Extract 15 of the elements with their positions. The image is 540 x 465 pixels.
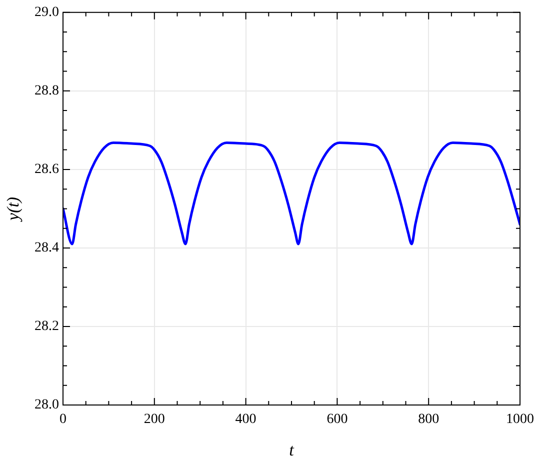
x-tick-label: 400 <box>235 412 256 428</box>
y-axis-title: y(t) <box>4 196 23 222</box>
x-tick-label: 800 <box>418 412 440 428</box>
y-tick-label: 29.0 <box>34 5 59 20</box>
y-tick-label: 28.2 <box>34 319 59 334</box>
x-tick-label: 0 <box>60 412 66 428</box>
x-axis-title: t <box>289 440 296 460</box>
y-tick-label: 28.0 <box>34 398 59 413</box>
y-tick-label: 28.6 <box>34 162 59 178</box>
y-tick-label: 28.8 <box>34 84 59 99</box>
x-tick-label: 200 <box>144 412 165 428</box>
line-series <box>63 141 520 246</box>
x-tick-label: 600 <box>326 412 348 428</box>
y-tick-label: 28.4 <box>34 240 59 256</box>
x-tick-label: 1000 <box>506 412 534 428</box>
